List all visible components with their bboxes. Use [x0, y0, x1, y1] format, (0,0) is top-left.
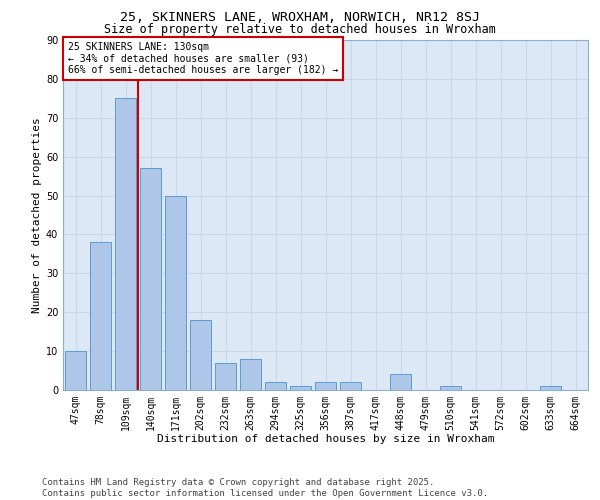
- Bar: [265, 382, 286, 390]
- Bar: [290, 386, 311, 390]
- Bar: [315, 382, 336, 390]
- Text: Contains HM Land Registry data © Crown copyright and database right 2025.
Contai: Contains HM Land Registry data © Crown c…: [42, 478, 488, 498]
- Bar: [90, 242, 111, 390]
- Bar: [190, 320, 211, 390]
- Bar: [540, 386, 561, 390]
- Bar: [140, 168, 161, 390]
- Text: 25, SKINNERS LANE, WROXHAM, NORWICH, NR12 8SJ: 25, SKINNERS LANE, WROXHAM, NORWICH, NR1…: [120, 11, 480, 24]
- Bar: [65, 351, 86, 390]
- Bar: [165, 196, 186, 390]
- Bar: [240, 359, 261, 390]
- Text: 25 SKINNERS LANE: 130sqm
← 34% of detached houses are smaller (93)
66% of semi-d: 25 SKINNERS LANE: 130sqm ← 34% of detach…: [68, 42, 338, 75]
- Y-axis label: Number of detached properties: Number of detached properties: [32, 117, 41, 313]
- Bar: [390, 374, 411, 390]
- X-axis label: Distribution of detached houses by size in Wroxham: Distribution of detached houses by size …: [157, 434, 494, 444]
- Bar: [440, 386, 461, 390]
- Text: Size of property relative to detached houses in Wroxham: Size of property relative to detached ho…: [104, 22, 496, 36]
- Bar: [215, 363, 236, 390]
- Bar: [340, 382, 361, 390]
- Bar: [115, 98, 136, 390]
